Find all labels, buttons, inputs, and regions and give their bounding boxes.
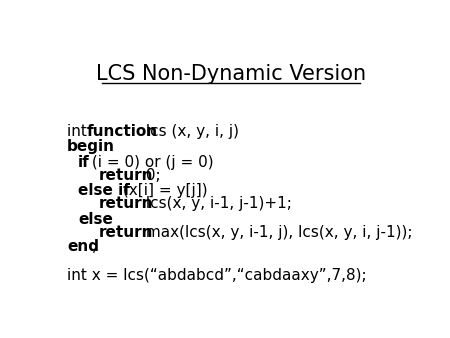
Text: int x = lcs(“abdabcd”,“cabdaaxy”,7,8);: int x = lcs(“abdabcd”,“cabdaaxy”,7,8); bbox=[67, 268, 367, 284]
Text: else: else bbox=[78, 212, 113, 226]
Text: lcs (x, y, i, j): lcs (x, y, i, j) bbox=[141, 124, 239, 139]
Text: int: int bbox=[67, 124, 92, 139]
Text: return: return bbox=[99, 168, 153, 183]
Text: max(lcs(x, y, i-1, j), lcs(x, y, i, j-1));: max(lcs(x, y, i-1, j), lcs(x, y, i, j-1)… bbox=[141, 225, 413, 240]
Text: lcs(x, y, i-1, j-1)+1;: lcs(x, y, i-1, j-1)+1; bbox=[141, 196, 292, 211]
Text: return: return bbox=[99, 225, 153, 240]
Text: ;: ; bbox=[92, 239, 97, 254]
Text: else if: else if bbox=[78, 183, 130, 198]
Text: LCS Non-Dynamic Version: LCS Non-Dynamic Version bbox=[95, 64, 366, 84]
Text: return: return bbox=[99, 196, 153, 211]
Text: if: if bbox=[78, 154, 90, 170]
Text: (x[i] = y[j]): (x[i] = y[j]) bbox=[118, 183, 208, 198]
Text: 0;: 0; bbox=[141, 168, 161, 183]
Text: begin: begin bbox=[67, 139, 115, 154]
Text: (i = 0) or (j = 0): (i = 0) or (j = 0) bbox=[87, 154, 214, 170]
Text: end: end bbox=[67, 239, 99, 254]
Text: function: function bbox=[86, 124, 158, 139]
